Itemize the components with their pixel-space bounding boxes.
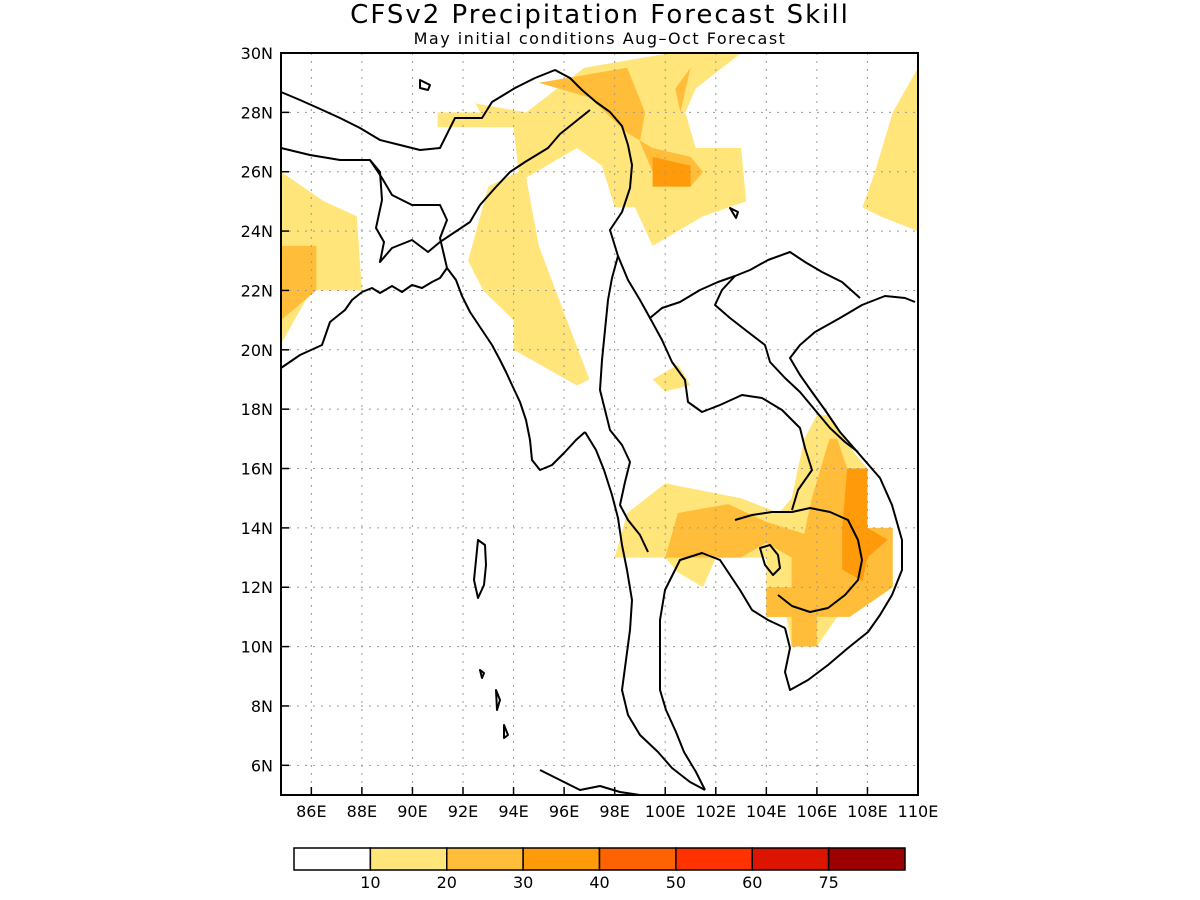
coastlines [280, 69, 916, 796]
coast-bangladesh [361, 267, 448, 294]
border-india-bangladesh [280, 109, 591, 263]
y-axis: 30N 28N 26N 24N 22N 20N 18N 16N 14N 12N 10N 8N 6N [241, 44, 289, 775]
lake-tibet [419, 79, 431, 91]
colorbar-label: 50 [666, 873, 686, 892]
colorbar-label: 30 [513, 873, 533, 892]
y-tick-label: 10N [241, 638, 273, 657]
x-tick-label: 106E [797, 802, 838, 821]
x-tick-label: 90E [397, 802, 427, 821]
coast-mekong [784, 295, 916, 691]
colorbar-label: 75 [818, 873, 838, 892]
skill-region-11 [842, 468, 888, 582]
colorbar-label: 20 [437, 873, 457, 892]
y-tick-label: 18N [241, 400, 273, 419]
y-tick-label: 22N [241, 281, 273, 300]
x-tick-label: 102E [695, 802, 736, 821]
island-andaman [473, 539, 487, 599]
skill-region-7 [862, 67, 918, 232]
border-bangladesh-loop [369, 159, 448, 269]
skill-region-8 [652, 364, 691, 392]
island-hainan [729, 207, 739, 219]
colorbar: 10 20 30 40 50 60 75 [293, 847, 906, 892]
skill-region-6 [652, 156, 691, 187]
coast-gulf-thailand [659, 552, 786, 791]
y-tick-label: 6N [251, 756, 273, 775]
y-tick-label: 20N [241, 341, 273, 360]
y-tick-label: 26N [241, 163, 273, 182]
plot-frame [280, 52, 919, 796]
y-tick-label: 12N [241, 578, 273, 597]
border-myanmar-thailand [599, 255, 649, 553]
colorbar-swatch [446, 847, 524, 871]
x-tick-label: 100E [645, 802, 686, 821]
colorbar-swatch [827, 847, 906, 871]
border-myanmar-china [617, 251, 861, 319]
x-tick-label: 94E [498, 802, 528, 821]
x-tick-label: 104E [746, 802, 787, 821]
x-tick-label: 88E [347, 802, 377, 821]
coast-malaysia [539, 769, 641, 796]
coast-myanmar-west [446, 267, 586, 471]
lake-tonle-sap [759, 544, 781, 576]
colorbar-swatch [675, 847, 753, 871]
skill-shading [281, 53, 918, 647]
border-himalaya-north [280, 69, 633, 257]
border-cambodia [734, 507, 863, 613]
coast-india-east [280, 291, 363, 369]
skill-region-3 [468, 53, 747, 386]
island-nicobar [479, 669, 509, 739]
border-laos-thailand [649, 317, 813, 511]
colorbar-label: 10 [360, 873, 380, 892]
border-laos-vietnam [714, 275, 859, 453]
colorbar-swatch [293, 847, 372, 871]
x-tick-label: 108E [847, 802, 888, 821]
x-tick-label: 98E [599, 802, 629, 821]
colorbar-swatch [522, 847, 601, 871]
y-tick-label: 28N [241, 103, 273, 122]
x-tick-label: 92E [448, 802, 478, 821]
skill-region-10 [665, 438, 893, 647]
colorbar-label: 40 [589, 873, 609, 892]
colorbar-swatch [598, 847, 677, 871]
colorbar-swatch [369, 847, 448, 871]
x-tick-label: 96E [549, 802, 579, 821]
chart-title: CFSv2 Precipitation Forecast Skill [350, 0, 850, 30]
skill-region-4 [538, 67, 704, 187]
coast-peninsula-west [584, 431, 706, 791]
x-axis: 86E 88E 90E 92E 94E 96E 98E 100E 102E 104E 106E 108… [296, 787, 938, 821]
y-tick-label: 8N [251, 697, 273, 716]
x-tick-label: 86E [296, 802, 326, 821]
y-tick-label: 16N [241, 460, 273, 479]
colorbar-swatch [751, 847, 830, 871]
colorbar-label: 60 [742, 873, 762, 892]
y-tick-label: 30N [241, 44, 273, 63]
skill-region-5 [675, 67, 691, 113]
x-tick-label: 110E [898, 802, 939, 821]
y-tick-label: 24N [241, 222, 273, 241]
y-tick-label: 14N [241, 519, 273, 538]
skill-region-1 [281, 245, 317, 321]
chart-subtitle: May initial conditions Aug–Oct Forecast [413, 29, 787, 48]
